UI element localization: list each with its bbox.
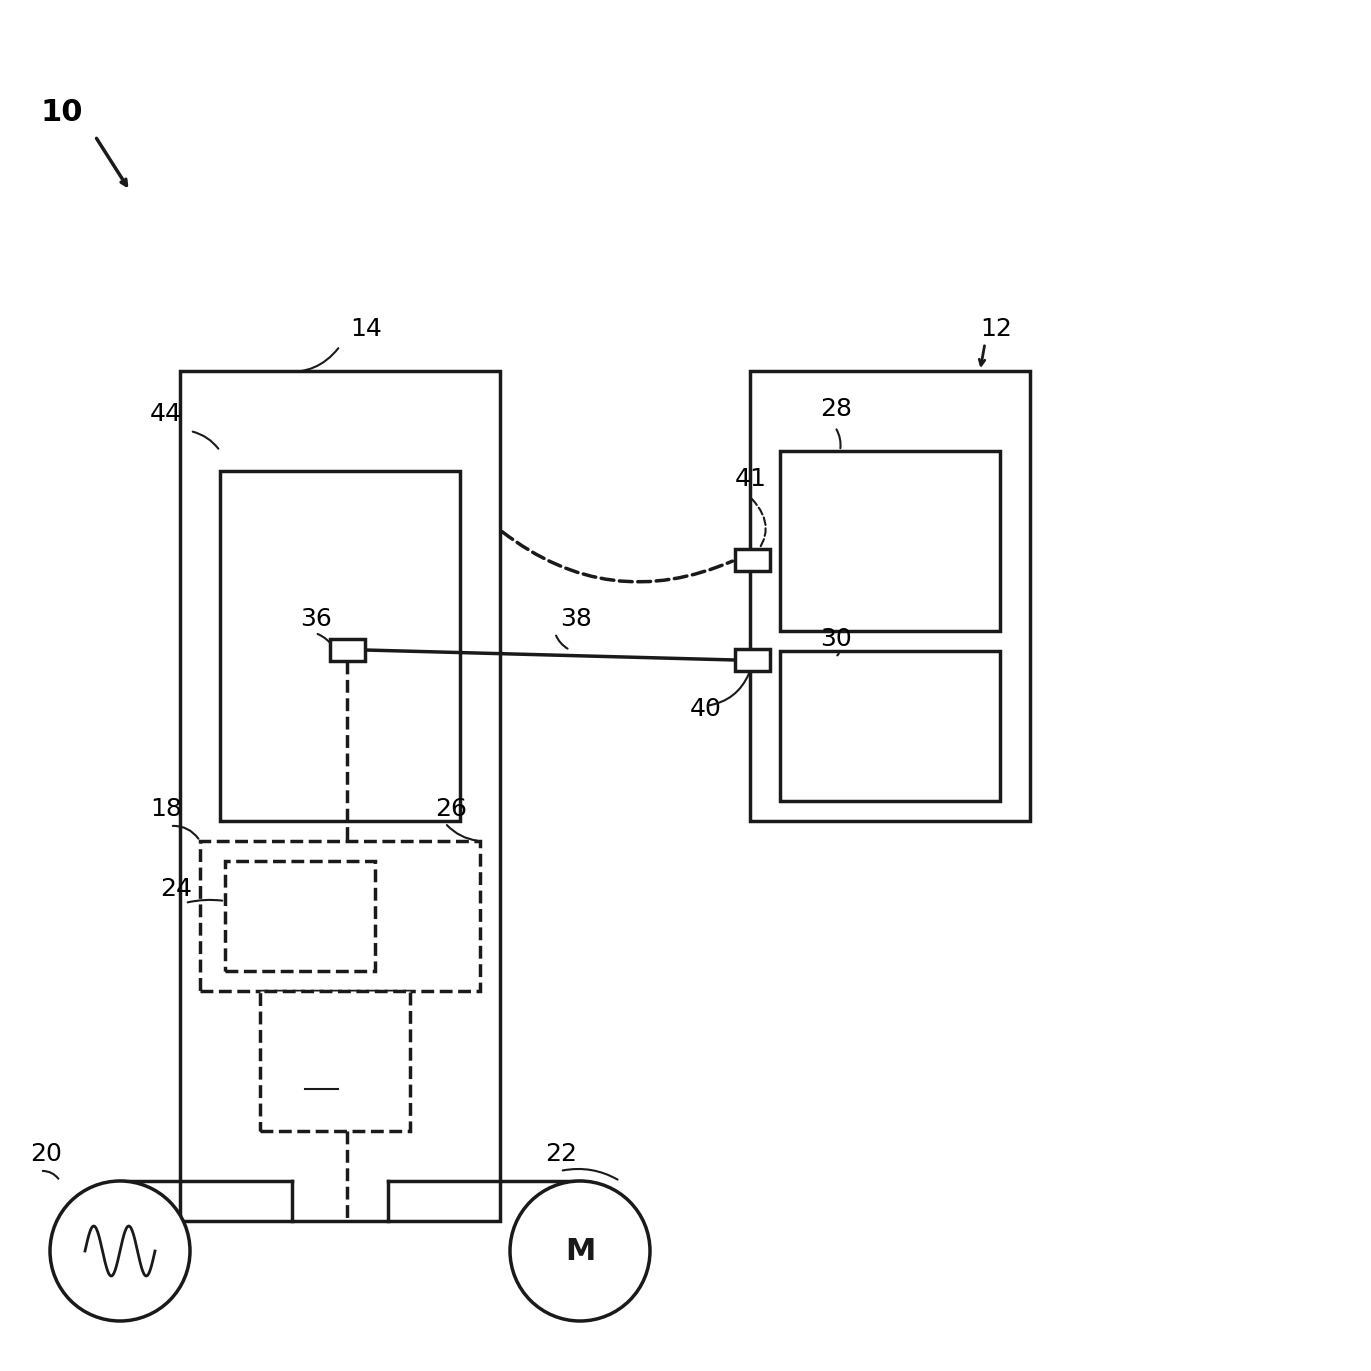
Bar [780, 451, 999, 631]
Text: 22: 22 [546, 1142, 577, 1165]
Bar [735, 548, 771, 570]
Bar [330, 639, 365, 661]
Text: 12: 12 [980, 317, 1012, 341]
Circle shape [510, 1180, 650, 1322]
Text: 36: 36 [300, 607, 332, 631]
Text: 41: 41 [735, 468, 766, 491]
Bar [225, 861, 376, 971]
Bar [180, 372, 500, 1222]
Text: 26: 26 [435, 797, 468, 821]
Bar [200, 840, 480, 991]
Bar [780, 651, 999, 801]
Text: 16: 16 [304, 1064, 336, 1089]
Text: 10: 10 [40, 97, 82, 128]
Bar [260, 991, 410, 1131]
Text: 44: 44 [149, 402, 182, 426]
Text: 40: 40 [690, 696, 723, 721]
Text: M: M [565, 1237, 595, 1265]
Text: 38: 38 [559, 607, 592, 631]
Text: 30: 30 [820, 627, 851, 651]
Text: 24: 24 [160, 877, 192, 901]
Bar [219, 472, 461, 821]
Text: 18: 18 [149, 797, 182, 821]
Text: 14: 14 [350, 317, 383, 341]
Text: 28: 28 [820, 398, 851, 421]
Text: 20: 20 [30, 1142, 62, 1165]
Bar [750, 372, 1030, 821]
Bar [735, 648, 771, 670]
Circle shape [49, 1180, 191, 1322]
